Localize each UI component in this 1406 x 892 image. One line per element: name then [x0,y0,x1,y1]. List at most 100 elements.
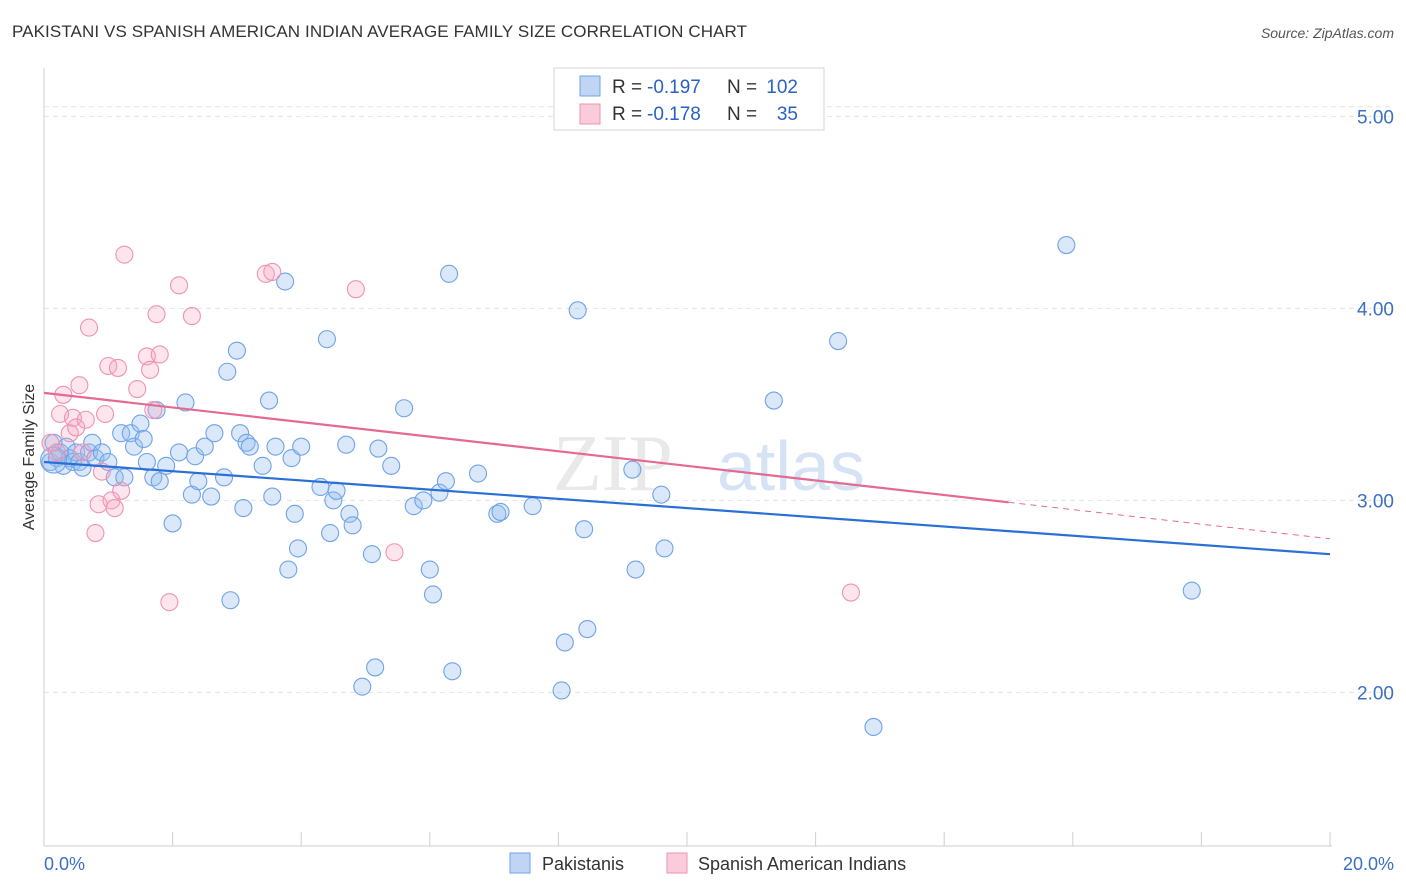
point-pakistanis-65 [366,658,385,677]
legend-n-label-1: N = [727,77,757,98]
point-sai-17 [105,499,124,518]
point-pakistanis-26 [150,472,169,491]
point-pakistanis-56 [317,330,336,349]
point-pakistanis-73 [430,483,449,502]
trend-lines [43,391,1331,556]
watermark: ZIP atlas [553,420,865,508]
legend-box: R = -0.197 N = 102 R = -0.178 N = 35 [553,67,825,131]
point-sai-11 [86,523,105,543]
point-sai-32 [385,543,404,562]
point-pakistanis-74 [436,472,455,491]
point-pakistanis-7 [63,452,82,472]
point-pakistanis-49 [276,272,295,291]
point-pakistanis-41 [231,424,250,443]
point-pakistanis-89 [655,539,674,558]
point-pakistanis-77 [468,464,488,483]
trendline-pakistanis [43,460,1331,556]
point-pakistanis-12 [83,433,102,452]
legend-r-value-1: -0.197 [647,77,701,98]
point-pakistanis-87 [626,560,645,579]
point-sai-7 [70,376,89,395]
point-pakistanis-75 [440,264,459,283]
point-pakistanis-88 [652,485,671,504]
point-pakistanis-81 [552,681,571,700]
point-pakistanis-39 [221,591,240,610]
point-pakistanis-21 [131,414,150,433]
legend-r-label-1: R = [612,77,642,98]
point-pakistanis-45 [253,456,272,475]
point-pakistanis-58 [324,491,343,510]
point-pakistanis-90 [764,391,783,410]
point-sai-33 [841,583,861,602]
point-pakistanis-42 [234,499,253,518]
point-pakistanis-28 [163,514,182,533]
point-sai-26 [160,593,179,612]
y-tick-label-3: 5.00 [1357,107,1394,128]
point-sai-25 [150,345,169,364]
source-label: Source: ZipAtlas.com [1260,25,1394,41]
point-sai-30 [263,262,282,281]
gridlines [44,106,1392,693]
point-pakistanis-76 [443,662,462,681]
watermark-atlas: atlas [717,427,865,505]
point-pakistanis-62 [343,516,362,535]
point-pakistanis-70 [414,491,433,510]
point-sai-8 [73,443,92,462]
point-pakistanis-38 [218,362,237,381]
point-pakistanis-60 [337,435,356,454]
point-pakistanis-36 [205,424,224,443]
bottom-legend-label-pakistanis: Pakistanis [542,854,624,874]
point-pakistanis-85 [578,619,597,639]
point-sai-6 [67,418,86,437]
point-sai-28 [182,307,201,326]
legend-n-label-2: N = [727,104,757,125]
point-sai-29 [256,264,275,283]
legend-r-label-2: R = [612,104,642,125]
legend-swatch-pakistanis [579,75,601,97]
point-sai-0 [41,433,60,452]
point-pakistanis-92 [864,717,883,737]
point-pakistanis-71 [420,560,439,579]
point-pakistanis-68 [395,399,414,418]
y-tick-label-2: 4.00 [1357,299,1394,320]
point-sai-34 [141,360,160,379]
point-sai-27 [169,276,189,295]
point-pakistanis-59 [327,481,346,500]
point-sai-9 [76,410,95,429]
point-sai-24 [147,305,166,324]
point-sai-19 [112,481,131,500]
point-pakistanis-63 [353,677,372,696]
legend-n-value-1: 102 [766,77,798,98]
point-pakistanis-40 [227,341,246,360]
y-axis-tick-labels: 2.00 3.00 4.00 5.00 [1357,107,1394,704]
point-sai-1 [47,443,66,462]
point-pakistanis-46 [259,391,279,410]
point-pakistanis-47 [263,487,282,506]
point-pakistanis-33 [189,472,208,491]
point-pakistanis-14 [92,443,111,462]
point-pakistanis-29 [169,443,189,462]
point-pakistanis-22 [134,429,153,449]
point-pakistanis-83 [568,301,587,320]
point-pakistanis-52 [285,504,304,523]
point-pakistanis-32 [186,447,205,466]
point-pakistanis-94 [1182,581,1201,600]
point-pakistanis-53 [288,539,308,558]
legend-r-value-2: -0.178 [647,104,701,125]
point-sai-20 [115,245,134,264]
point-pakistanis-79 [491,502,510,521]
bottom-legend-swatch-sai [666,852,688,874]
point-pakistanis-20 [124,437,144,456]
trendline-sai [43,391,1009,504]
y-tick-label-0: 2.00 [1357,683,1394,704]
bottom-legend-label-sai: Spanish American Indians [698,854,906,874]
point-pakistanis-37 [214,468,234,487]
series-pakistanis [40,235,1201,737]
point-pakistanis-57 [321,523,340,543]
point-pakistanis-30 [176,393,195,412]
point-pakistanis-72 [423,585,443,604]
bottom-legend: Pakistanis Spanish American Indians [509,852,906,874]
x-tick-label-max: 20.0% [1343,854,1394,874]
point-pakistanis-44 [240,437,259,456]
